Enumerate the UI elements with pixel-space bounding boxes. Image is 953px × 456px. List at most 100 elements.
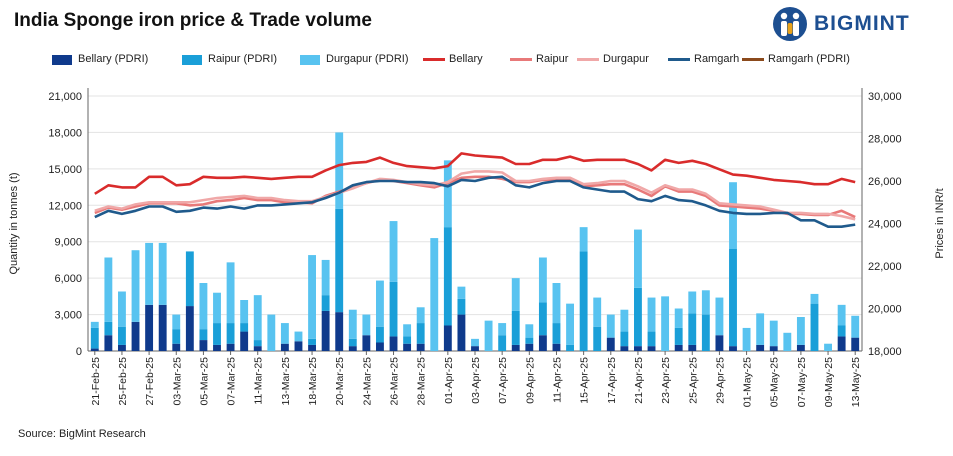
bar-durgapur-pdri — [308, 255, 316, 339]
bar-bellary-pdri — [253, 346, 262, 351]
bigmint-people-logo-icon — [773, 7, 807, 41]
legend-label: Durgapur — [603, 53, 649, 65]
bar-bellary-pdri — [294, 341, 303, 351]
bar-durgapur-pdri — [348, 309, 357, 339]
y-left-axis-title: Quantity in tonnes (t) — [8, 172, 20, 274]
bar-bellary-pdri — [362, 335, 371, 351]
bar-durgapur-pdri — [552, 283, 561, 324]
y-right-tick-label: 26,000 — [868, 176, 902, 188]
bar-durgapur-pdri — [661, 296, 670, 351]
x-tick-label: 13-Mar-25 — [280, 357, 292, 406]
bar-bellary-pdri — [538, 335, 547, 351]
bar-bellary-pdri — [403, 343, 412, 351]
bar-bellary-pdri — [620, 346, 629, 351]
bar-bellary-pdri — [321, 310, 330, 351]
x-tick-label: 11-Apr-25 — [551, 357, 563, 403]
bar-bellary-pdri — [457, 314, 466, 351]
bar-durgapur-pdri — [362, 314, 371, 336]
bar-durgapur-pdri — [634, 229, 642, 288]
bar-durgapur-pdri — [389, 221, 398, 282]
bar-bellary-pdri — [335, 312, 344, 351]
bar-raipur-pdri — [443, 227, 452, 326]
x-tick-label: 25-Apr-25 — [687, 357, 699, 404]
bar-raipur-pdri — [308, 338, 316, 345]
bar-durgapur-pdri — [172, 314, 181, 330]
bar-durgapur-pdri — [538, 257, 547, 303]
bar-bellary-pdri — [647, 346, 656, 351]
bar-durgapur-pdri — [851, 315, 860, 338]
bar-raipur-pdri — [240, 323, 249, 332]
bar-raipur-pdri — [674, 327, 683, 345]
bar-bellary-pdri — [511, 344, 520, 351]
bar-bellary-pdri — [634, 346, 642, 351]
line-durgapur — [94, 170, 856, 221]
bar-raipur-pdri — [498, 335, 507, 351]
bar-durgapur-pdri — [118, 291, 126, 327]
y-left-tick-label: 6,000 — [54, 273, 82, 285]
bar-durgapur-pdri — [226, 262, 235, 324]
bar-raipur-pdri — [104, 321, 113, 336]
bar-durgapur-pdri — [145, 242, 154, 305]
bar-raipur-pdri — [552, 323, 561, 344]
bar-bellary-pdri — [796, 344, 805, 351]
y-left-tick-label: 21,000 — [48, 91, 82, 103]
x-tick-label: 24-Mar-25 — [361, 357, 373, 406]
bar-durgapur-pdri — [674, 308, 683, 328]
bar-bellary-pdri — [118, 344, 126, 351]
bar-durgapur-pdri — [240, 300, 249, 324]
bar-raipur-pdri — [566, 344, 574, 351]
legend-swatch — [52, 55, 72, 65]
bar-durgapur-pdri — [742, 327, 751, 351]
x-tick-label: 09-May-25 — [823, 357, 835, 407]
y-right-axis-title: Prices in INR/t — [934, 188, 946, 258]
x-tick-label: 07-Mar-25 — [226, 357, 238, 406]
bar-durgapur-pdri — [606, 314, 615, 338]
bar-raipur-pdri — [538, 302, 547, 336]
bar-bellary-pdri — [688, 344, 697, 351]
bar-durgapur-pdri — [647, 297, 656, 332]
legend-swatch — [423, 58, 445, 61]
bar-durgapur-pdri — [253, 295, 262, 341]
bar-raipur-pdri — [226, 323, 235, 344]
bar-durgapur-pdri — [430, 238, 439, 351]
y-right-tick-label: 18,000 — [868, 346, 902, 358]
bar-raipur-pdri — [213, 323, 221, 345]
bar-bellary-pdri — [552, 343, 561, 351]
x-tick-label: 07-Apr-25 — [497, 357, 509, 404]
bar-durgapur-pdri — [131, 250, 140, 322]
bar-bellary-pdri — [240, 331, 249, 351]
bar-bellary-pdri — [769, 346, 778, 351]
bar-raipur-pdri — [701, 314, 710, 351]
bar-bellary-pdri — [729, 346, 737, 351]
x-tick-label: 01-Apr-25 — [443, 357, 455, 404]
bar-raipur-pdri — [90, 327, 99, 349]
bar-durgapur-pdri — [443, 160, 452, 228]
bar-durgapur-pdri — [756, 313, 765, 345]
x-tick-label: 11-Mar-25 — [253, 357, 265, 405]
bar-durgapur-pdri — [199, 283, 208, 330]
bar-durgapur-pdri — [824, 343, 832, 351]
y-right-tick-label: 22,000 — [868, 261, 902, 273]
x-tick-label: 21-Feb-25 — [90, 357, 102, 406]
bar-durgapur-pdri — [593, 297, 602, 327]
bar-durgapur-pdri — [416, 307, 425, 324]
bar-raipur-pdri — [729, 249, 737, 347]
bar-raipur-pdri — [647, 331, 656, 347]
x-tick-label: 21-Apr-25 — [633, 357, 645, 404]
bar-durgapur-pdri — [511, 278, 520, 311]
y-right-tick-label: 20,000 — [868, 304, 902, 316]
x-tick-label: 23-Apr-25 — [660, 357, 672, 404]
bar-bellary-pdri — [145, 304, 154, 351]
bar-durgapur-pdri — [498, 323, 507, 336]
bar-durgapur-pdri — [104, 257, 113, 322]
logo-text: BIGMINT — [814, 12, 910, 35]
bar-raipur-pdri — [457, 298, 466, 315]
legend-swatch — [182, 55, 202, 65]
bar-raipur-pdri — [376, 326, 384, 343]
legend-label: Ramgarh — [694, 53, 740, 65]
y-right-tick-label: 24,000 — [868, 219, 902, 231]
y-left-tick-label: 3,000 — [54, 310, 82, 322]
bar-bellary-pdri — [525, 343, 534, 351]
bar-bellary-pdri — [674, 344, 683, 351]
x-tick-label: 28-Mar-25 — [416, 357, 428, 406]
